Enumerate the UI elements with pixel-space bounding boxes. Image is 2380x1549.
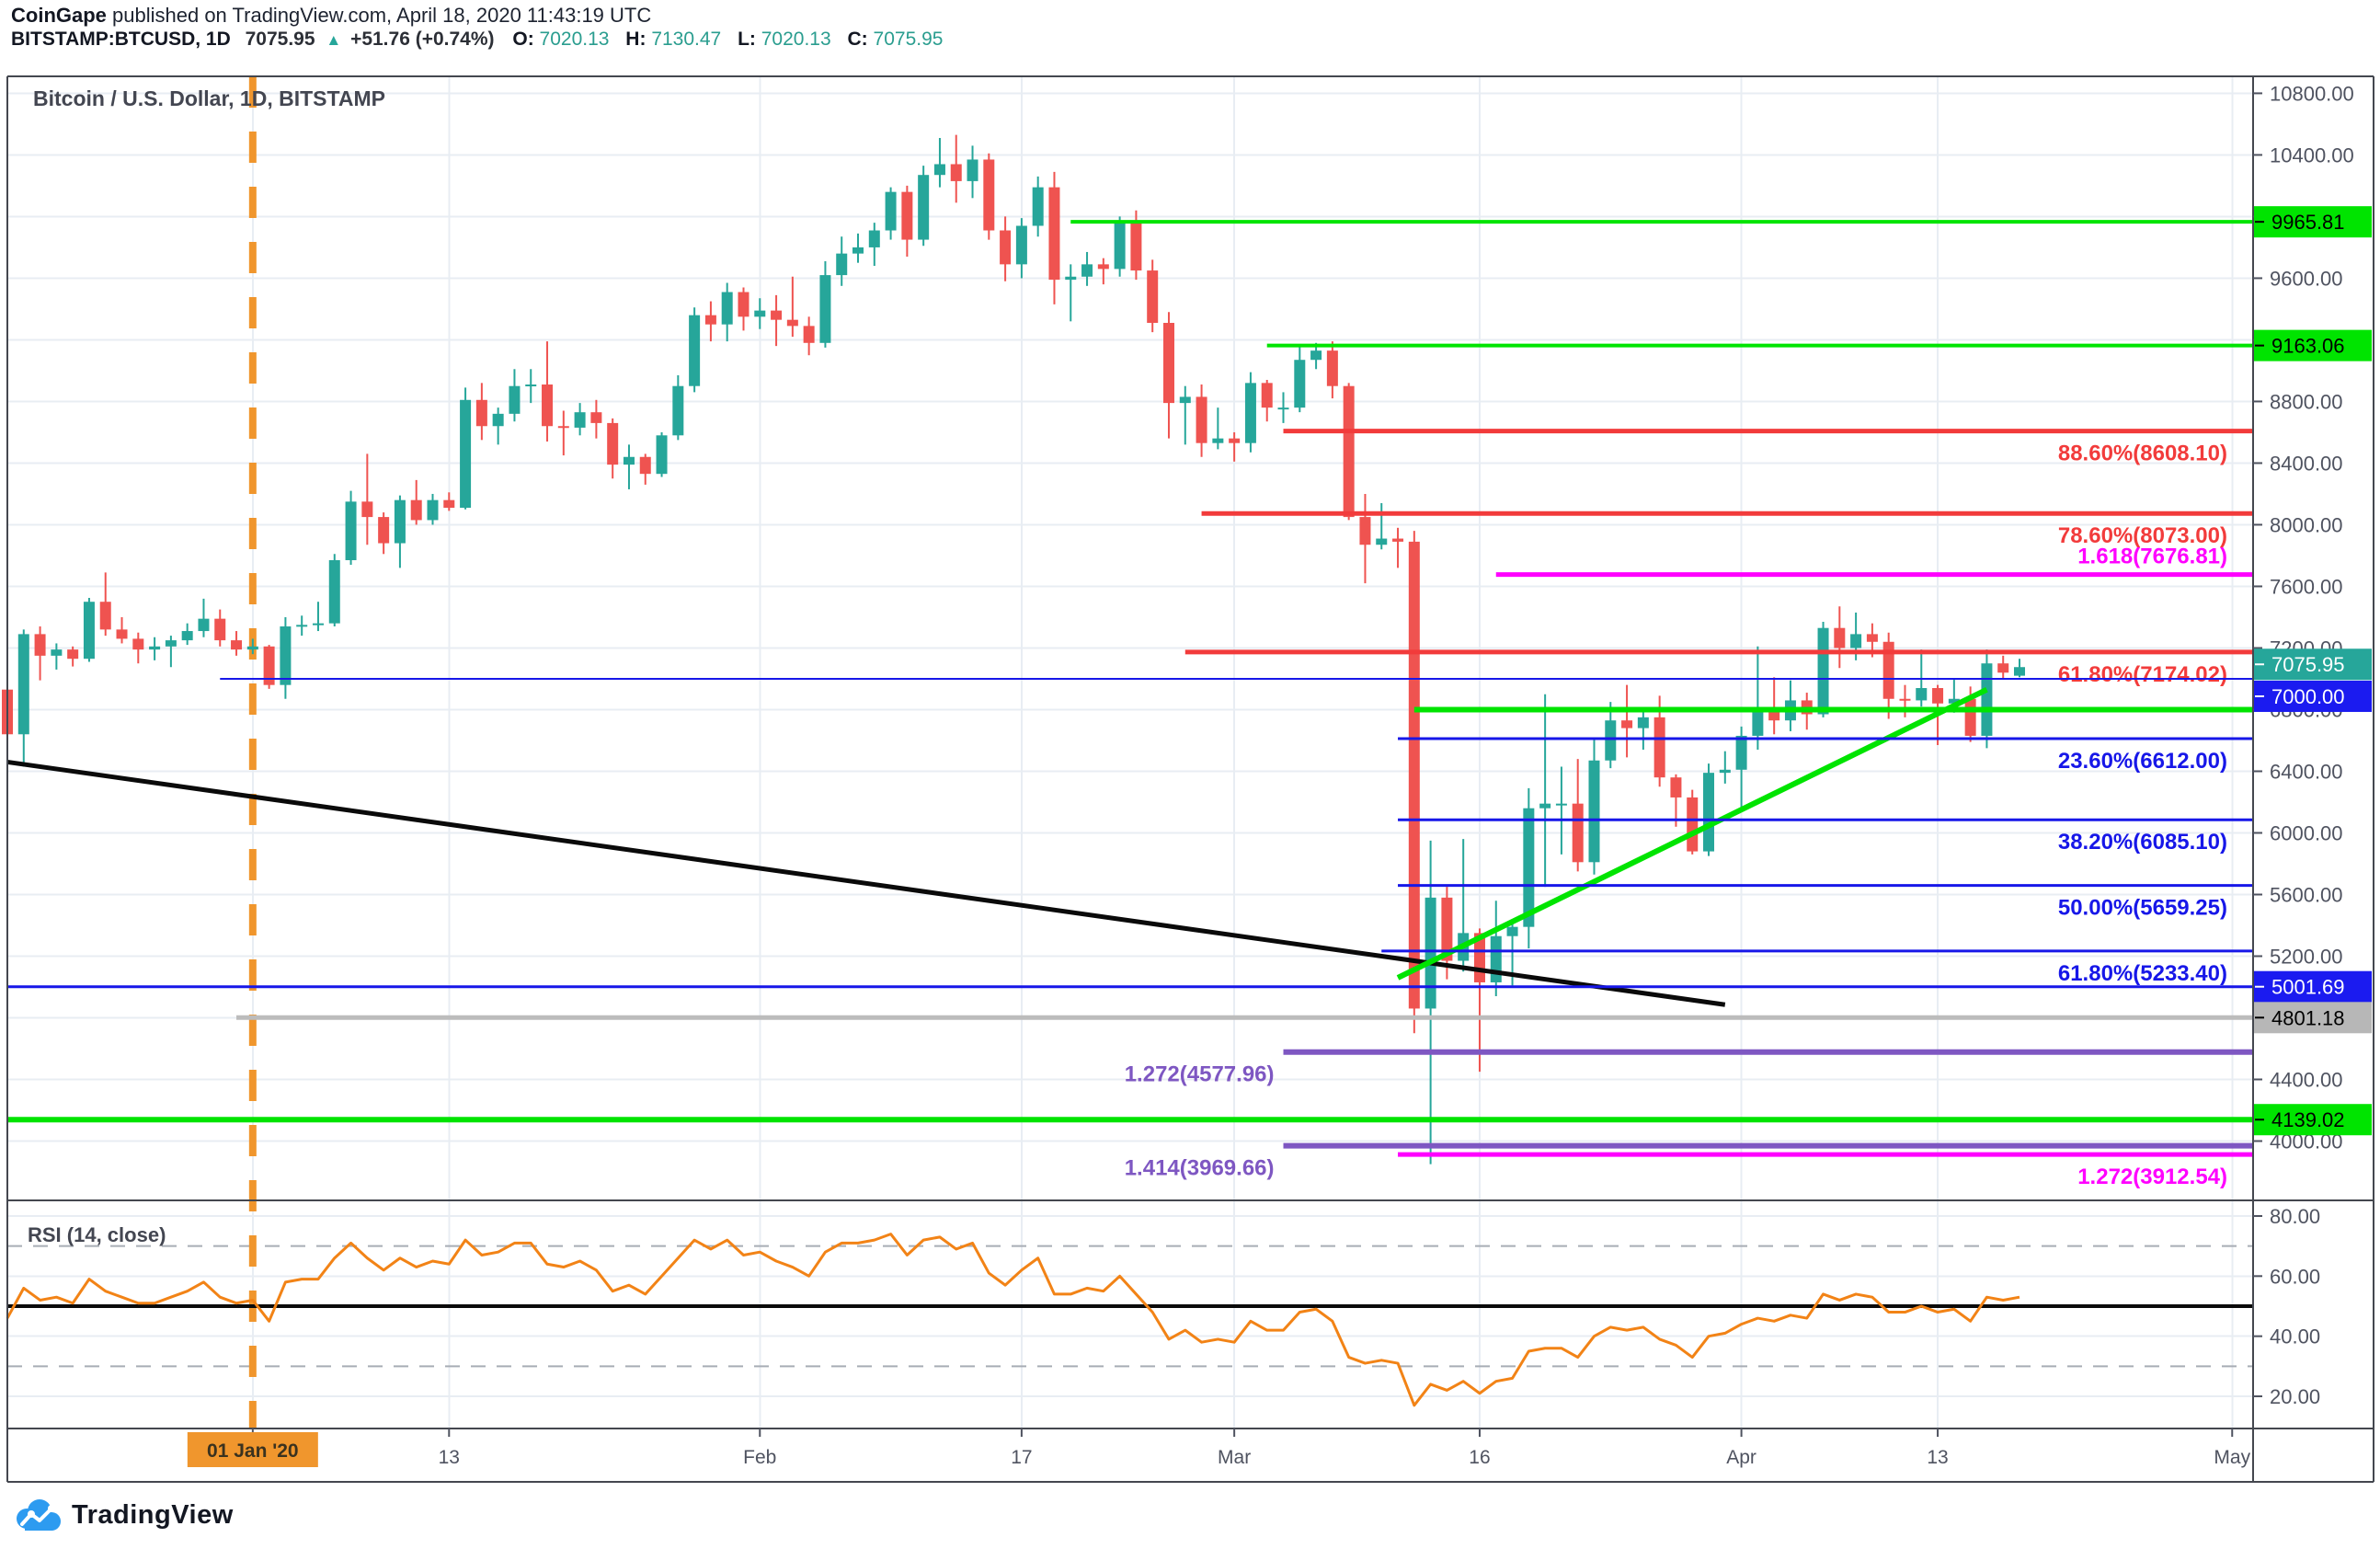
- close-value: 7075.95: [873, 29, 944, 50]
- time-tick-label: 16: [1469, 1447, 1490, 1468]
- price-badge: [2254, 680, 2372, 712]
- cloud-chart-icon: [17, 1499, 61, 1531]
- fib-label: 88.60%(8608.10): [2058, 442, 2227, 466]
- attribution-text: published on TradingView.com, April 18, …: [106, 4, 652, 27]
- descending-black-trendline[interactable]: [6, 759, 1726, 1007]
- price-badge: [2254, 206, 2372, 238]
- fib-label: 23.60%(6612.00): [2058, 749, 2227, 774]
- price-badge: [2254, 1002, 2372, 1034]
- ticker-last-price: 7075.95: [245, 29, 315, 50]
- fib-label: 78.60%(8073.00): [2058, 523, 2227, 548]
- chart-title: Bitcoin / U.S. Dollar, 1D, BITSTAMP: [33, 86, 385, 110]
- time-tick-label: Mar: [1218, 1447, 1251, 1468]
- price-tick-label: 8400.00: [2270, 452, 2343, 475]
- price-badge: [2254, 648, 2372, 681]
- date-badge-text: 01 Jan '20: [207, 1440, 299, 1462]
- rsi-tick-label: 20.00: [2270, 1385, 2320, 1408]
- price-tick-label: 5200.00: [2270, 945, 2343, 968]
- price-badge-text: 9163.06: [2271, 335, 2345, 358]
- fib-label: 38.20%(6085.10): [2058, 830, 2227, 855]
- price-tick-label: 6000.00: [2270, 821, 2343, 844]
- attribution-line: CoinGape published on TradingView.com, A…: [11, 4, 651, 28]
- price-badge-text: 9965.81: [2271, 211, 2345, 234]
- high-value: 7130.47: [651, 29, 722, 50]
- open-value: 7020.13: [539, 29, 610, 50]
- price-badges: 9965.81 9163.06 7075.95 7000.00 5001.69 4801.…: [2254, 206, 2372, 1136]
- time-tick-label: May: [2214, 1447, 2250, 1468]
- ticker-symbol[interactable]: BITSTAMP:BTCUSD, 1D: [11, 29, 231, 50]
- ticker-line: BITSTAMP:BTCUSD, 1D 7075.95 ▲ +51.76 (+0…: [11, 29, 954, 51]
- candlestick-series: [2, 134, 2025, 1165]
- price-badge: [2254, 970, 2372, 1003]
- rsi-tick-label: 60.00: [2270, 1265, 2320, 1288]
- price-tick-label: 4400.00: [2270, 1069, 2343, 1092]
- time-tick-label: Feb: [743, 1447, 776, 1468]
- rsi-line: [6, 1233, 2020, 1407]
- fib-label: 61.80%(7174.02): [2058, 662, 2227, 687]
- horizontal-levels[interactable]: 88.60%(8608.10) 78.60%(8073.00)1.618(7676…: [7, 220, 2253, 1189]
- rsi-bands: [7, 1245, 2253, 1368]
- time-tick-label: 17: [1011, 1447, 1032, 1468]
- price-axis[interactable]: 10800.0010400.0010000.009600.009200.0088…: [2253, 82, 2354, 1408]
- date-badge: [187, 1432, 318, 1467]
- price-badge-text: 4139.02: [2271, 1108, 2345, 1131]
- rsi-tick-label: 80.00: [2270, 1205, 2320, 1228]
- low-label: L:: [738, 29, 756, 50]
- fib-label: 1.618(7676.81): [2077, 545, 2227, 569]
- price-tick-label: 9600.00: [2270, 267, 2343, 290]
- price-tick-label: 6400.00: [2270, 760, 2343, 783]
- price-badge-text: 7075.95: [2271, 653, 2345, 676]
- price-tick-label: 10800.00: [2270, 82, 2354, 105]
- price-tick-label: 10400.00: [2270, 143, 2354, 166]
- high-label: H:: [625, 29, 646, 50]
- price-tick-label: 7600.00: [2270, 575, 2343, 598]
- rsi-indicator-label[interactable]: RSI (14, close): [28, 1223, 166, 1246]
- price-badge-text: 4801.18: [2271, 1006, 2345, 1029]
- fib-label: 1.272(4577.96): [1125, 1062, 1275, 1087]
- close-label: C:: [847, 29, 868, 50]
- time-axis[interactable]: 01 Jan '20 13 Feb 17 Mar 16 Apr 13 May: [187, 1429, 2251, 1468]
- price-badge: [2254, 329, 2372, 361]
- time-tick-label: 13: [1927, 1447, 1948, 1468]
- fib-label: 50.00%(5659.25): [2058, 896, 2227, 921]
- open-label: O:: [512, 29, 534, 50]
- price-tick-label: 8800.00: [2270, 390, 2343, 413]
- rsi-tick-label: 40.00: [2270, 1325, 2320, 1348]
- fib-label: 1.272(3912.54): [2077, 1165, 2227, 1189]
- fib-label: 1.414(3969.66): [1125, 1156, 1275, 1181]
- rsi-pane[interactable]: [7, 1200, 2253, 1429]
- ticker-change: +51.76 (+0.74%): [350, 29, 495, 50]
- price-badge-text: 7000.00: [2271, 685, 2345, 708]
- tradingview-logo[interactable]: TradingView: [13, 1497, 234, 1532]
- rsi-series: [6, 1233, 2253, 1407]
- price-badge-text: 5001.69: [2271, 976, 2345, 999]
- pane-borders: [6, 75, 2374, 1483]
- attribution-source: CoinGape: [11, 4, 107, 27]
- logo-text: TradingView: [72, 1499, 234, 1530]
- low-value: 7020.13: [761, 29, 831, 50]
- price-badge: [2254, 1104, 2372, 1136]
- fib-label: 61.80%(5233.40): [2058, 961, 2227, 986]
- up-triangle-icon: ▲: [326, 31, 342, 49]
- time-tick-label: 13: [439, 1447, 460, 1468]
- price-tick-label: 5600.00: [2270, 883, 2343, 906]
- price-tick-label: 8000.00: [2270, 513, 2343, 536]
- main-price-pane[interactable]: [7, 76, 2253, 1200]
- time-tick-label: Apr: [1726, 1447, 1756, 1468]
- chart-panes[interactable]: [7, 76, 2253, 1429]
